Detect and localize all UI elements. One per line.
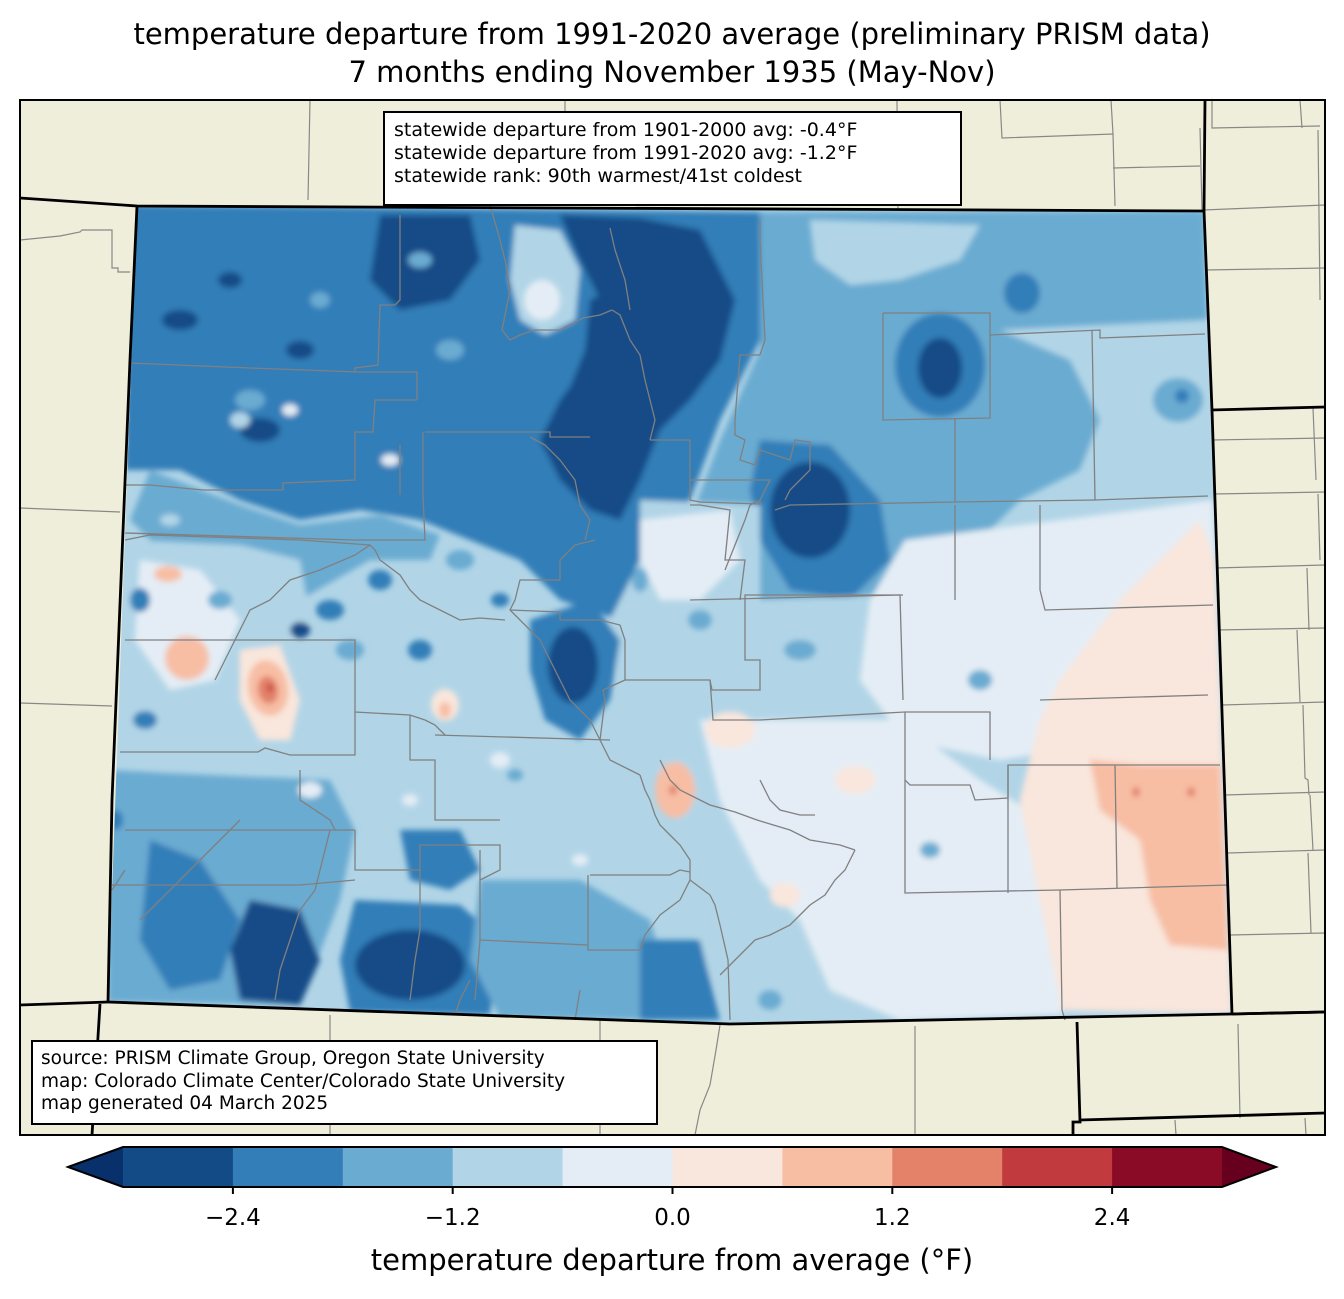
colorbar-bin — [562, 1147, 673, 1187]
contour-speckle — [490, 752, 510, 768]
contour-east-warm-patch — [1095, 635, 1165, 685]
stats-1991-2020-departure: statewide departure from 1991-2020 avg: … — [394, 142, 858, 164]
contour-speckle — [446, 550, 474, 570]
contour-pueblo-warm-peak — [669, 785, 677, 795]
contour-south-central-dark — [640, 940, 720, 1020]
contour-speckle — [130, 588, 150, 612]
colorbar-tick-label: 2.4 — [1093, 1205, 1131, 1231]
credit-source: source: PRISM Climate Group, Oregon Stat… — [41, 1048, 545, 1069]
contour-speckle — [758, 990, 782, 1010]
colorbar-bin — [342, 1147, 454, 1187]
contour-speckle — [160, 514, 180, 526]
contour-spanish-peaks-patch — [770, 883, 800, 907]
colorbar-tick-label: 0.0 — [654, 1205, 691, 1231]
contour-speckle — [968, 670, 992, 690]
contour-speckle — [133, 711, 157, 729]
stats-1901-2000-departure: statewide departure from 1901-2000 avg: … — [394, 119, 858, 141]
contour-rio-grande-mid — [470, 880, 680, 1020]
colorbar-bin — [452, 1147, 564, 1187]
colorbar-bin — [1002, 1147, 1113, 1187]
contour-speckle — [316, 600, 344, 620]
contour-park-range-core — [565, 270, 700, 460]
contour-sawatch-core — [557, 635, 593, 685]
credit-box: source: PRISM Climate Group, Oregon Stat… — [31, 1040, 658, 1125]
map-title: temperature departure from 1991-2020 ave… — [133, 17, 1211, 51]
contour-southwest-dark — [230, 900, 320, 1005]
colorbar-extend-high — [1222, 1147, 1276, 1187]
contour-speckle — [436, 340, 464, 360]
colorbar-bin — [892, 1147, 1003, 1187]
map-frame — [19, 99, 1326, 1136]
contour-san-juan-core — [365, 943, 445, 993]
contour-speckle — [491, 593, 509, 607]
contour-speckle — [688, 610, 712, 630]
contour-speckle — [218, 272, 242, 288]
contour-front-range-light — [640, 510, 740, 600]
credit-generated: map generated 04 March 2025 — [41, 1093, 329, 1114]
contour-logan-core — [934, 358, 950, 378]
contour-speckle — [336, 640, 364, 660]
contour-speckle — [784, 640, 816, 660]
contour-speckle — [381, 454, 399, 466]
colorbar-bin — [1112, 1147, 1223, 1187]
colorbar-tick-label: −1.2 — [424, 1205, 481, 1231]
colorbar-bin — [232, 1147, 344, 1187]
colorbar-label: temperature departure from average (°F) — [370, 1243, 974, 1277]
contour-se-warm-peak — [1187, 787, 1195, 797]
contour-speckle — [632, 568, 648, 592]
contour-speckle — [402, 794, 418, 806]
contour-grand-valley-peak — [267, 684, 273, 692]
colorbar — [65, 1146, 1279, 1194]
colorbar-extend-low — [68, 1147, 123, 1187]
anomaly-field — [108, 206, 1232, 1024]
statewide-stats-box: statewide departure from 1901-2000 avg: … — [383, 111, 962, 206]
contour-ne-light-band — [810, 220, 980, 285]
colorbar-bin — [782, 1147, 893, 1187]
contour-speckle — [230, 412, 250, 428]
colorbar-bin — [672, 1147, 783, 1187]
contour-west-warm-spot — [165, 636, 209, 680]
contour-speckle — [298, 782, 322, 798]
contour-speckle — [208, 591, 232, 609]
contour-ne-spot — [1004, 273, 1040, 313]
state-borders — [20, 100, 1325, 1135]
county-boundaries — [111, 204, 1229, 1021]
contour-speckle — [290, 622, 310, 638]
contour-east-spot-core — [1175, 389, 1189, 403]
contour-speckle — [368, 570, 392, 590]
contour-speckle — [235, 390, 265, 410]
colorbar-outline — [65, 1146, 1279, 1188]
credit-map: map: Colorado Climate Center/Colorado St… — [41, 1070, 566, 1092]
contour-north-park-lightest — [524, 280, 560, 320]
contour-ne-small — [1162, 282, 1182, 306]
contour-speckle — [310, 292, 330, 308]
contour-speckle — [408, 252, 432, 268]
contour-east-central-patch — [835, 766, 875, 794]
colorbar-bin — [123, 1147, 234, 1187]
contour-southeast-neutral — [700, 720, 1062, 1020]
map-subtitle: 7 months ending November 1935 (May-Nov) — [348, 55, 996, 89]
contour-pueblo-north-patch — [705, 712, 755, 748]
contour-speckle — [240, 418, 280, 442]
contour-speckle — [507, 769, 523, 781]
contour-speckle — [286, 341, 314, 359]
contour-denver-east-core — [798, 493, 822, 537]
colorbar-tick-label: 1.2 — [874, 1205, 911, 1231]
map-panel — [20, 100, 1325, 1135]
contour-speckle — [408, 640, 432, 660]
contour-speckle — [920, 842, 940, 858]
contour-west-warm-spot-north — [154, 566, 182, 582]
contour-speckle — [282, 404, 298, 416]
contour-southwest-darker — [140, 840, 240, 990]
colorbar-tick-label: −2.4 — [204, 1205, 261, 1231]
contour-speckle — [572, 854, 588, 866]
contour-se-warm — [1090, 760, 1228, 950]
contour-east-light — [1000, 320, 1212, 510]
contour-se-warm-peak — [1132, 787, 1140, 797]
stats-rank: statewide rank: 90th warmest/41st coldes… — [394, 165, 803, 187]
contour-central-warm-spot — [439, 702, 451, 718]
contour-speckle — [162, 310, 198, 330]
